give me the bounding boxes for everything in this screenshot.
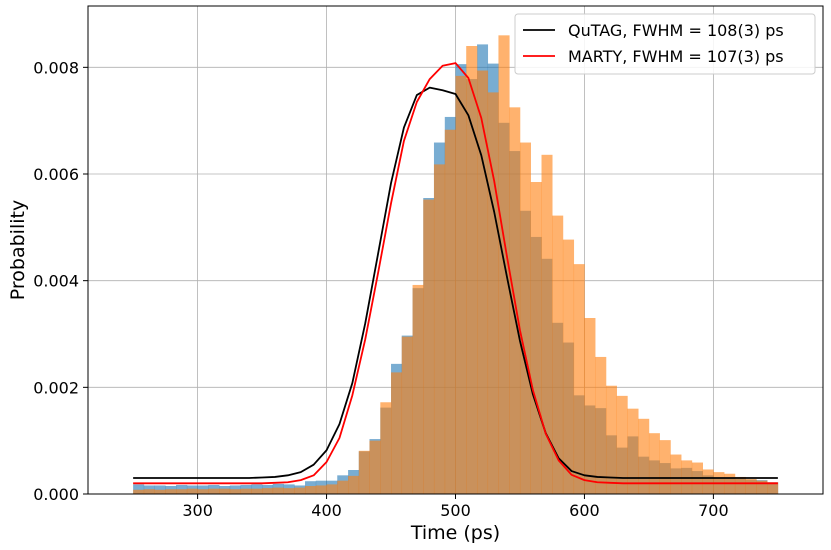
bar-marty-19 [337, 480, 349, 494]
bar-marty-30 [455, 75, 467, 494]
bar-marty-46 [627, 408, 639, 494]
legend: QuTAG, FWHM = 108(3) ps MARTY, FWHM = 107… [514, 13, 816, 75]
bar-marty-33 [487, 92, 499, 495]
bar-marty-27 [423, 199, 435, 494]
bar-marty-50 [670, 454, 682, 494]
fit-lines [133, 62, 778, 485]
bar-marty-14 [283, 488, 295, 494]
legend-box [514, 13, 816, 75]
bar-marty-25 [401, 336, 413, 494]
bar-marty-15 [294, 487, 306, 494]
bar-marty-56 [734, 476, 746, 494]
bar-marty-26 [412, 284, 424, 494]
axis-ticks: 300 400 500 600 700 0.000 0.002 0.004 0.006 0.008 [33, 58, 728, 520]
bar-qutag-0 [133, 484, 145, 494]
bar-marty-44 [605, 385, 617, 494]
x-axis-label: Time (ps) [410, 522, 500, 544]
x-tick-label-4: 700 [698, 501, 729, 520]
bar-marty-59 [767, 482, 779, 494]
x-tick-label-3: 600 [569, 501, 600, 520]
bar-marty-24 [391, 372, 403, 494]
bar-marty-23 [380, 402, 392, 494]
bar-marty-5 [186, 488, 198, 494]
bar-marty-18 [326, 484, 338, 494]
series-line-1 [133, 62, 778, 485]
bar-marty-31 [466, 46, 478, 494]
bar-marty-2 [154, 489, 166, 494]
bar-marty-8 [219, 488, 231, 494]
bar-marty-53 [702, 469, 714, 494]
bar-marty-28 [433, 164, 446, 494]
bar-marty-57 [745, 479, 757, 494]
bar-marty-7 [208, 488, 220, 494]
bar-marty-58 [756, 480, 768, 494]
bar-marty-42 [584, 318, 596, 494]
bar-marty-21 [358, 450, 370, 494]
y-tick-label-4: 0.008 [33, 58, 79, 77]
bar-marty-10 [240, 488, 252, 494]
bar-marty-45 [616, 395, 628, 494]
x-tick-label-1: 400 [311, 501, 342, 520]
bar-marty-49 [659, 440, 671, 494]
x-tick-label-2: 500 [440, 501, 471, 520]
bar-marty-43 [595, 356, 607, 494]
bar-marty-1 [143, 489, 155, 494]
y-tick-label-2: 0.004 [33, 272, 79, 291]
bar-marty-3 [165, 489, 177, 494]
bar-marty-17 [315, 485, 327, 494]
bar-marty-37 [530, 182, 542, 494]
bar-marty-16 [305, 486, 317, 494]
bar-marty-40 [562, 239, 575, 494]
series-line-0 [133, 86, 778, 479]
bar-marty-36 [519, 142, 531, 495]
bar-marty-32 [477, 70, 489, 495]
y-tick-label-1: 0.002 [33, 378, 79, 397]
bar-marty-13 [272, 487, 284, 494]
bar-marty-9 [229, 489, 241, 494]
bar-marty-39 [552, 215, 564, 494]
bar-marty-48 [648, 433, 660, 494]
legend-label-0: QuTAG, FWHM = 108(3) ps [568, 21, 784, 40]
x-tick-label-0: 300 [182, 501, 213, 520]
bar-marty-4 [176, 489, 188, 494]
bar-marty-38 [541, 154, 553, 495]
y-tick-label-0: 0.000 [33, 485, 79, 504]
bar-marty-0 [133, 489, 145, 494]
y-axis-label: Probability [7, 200, 29, 300]
bar-marty-20 [348, 475, 360, 494]
bar-marty-41 [573, 264, 585, 494]
bar-marty-11 [251, 488, 263, 494]
bar-marty-12 [262, 488, 274, 494]
bar-marty-6 [197, 489, 209, 494]
bar-marty-22 [369, 440, 381, 494]
bar-marty-47 [638, 418, 650, 494]
y-tick-label-3: 0.006 [33, 165, 79, 184]
legend-label-1: MARTY, FWHM = 107(3) ps [568, 47, 784, 66]
bar-marty-29 [444, 129, 456, 494]
